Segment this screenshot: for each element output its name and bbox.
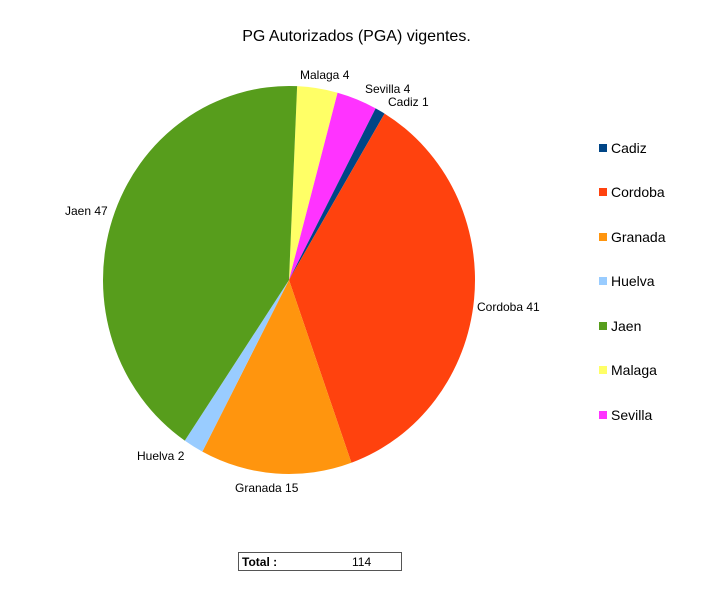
- total-label: Total :: [242, 555, 278, 569]
- total-box: Total : 114: [238, 552, 402, 571]
- data-label-jaen: Jaen 47: [65, 204, 108, 218]
- pie-slice-cordoba: [289, 113, 475, 463]
- data-label-sevilla: Sevilla 4: [365, 82, 411, 96]
- legend-swatch-icon: [599, 277, 607, 285]
- pie-slice-malaga: [289, 86, 338, 280]
- legend-swatch-icon: [599, 144, 607, 152]
- data-label-malaga: Malaga 4: [300, 68, 350, 82]
- legend-swatch-icon: [599, 233, 607, 241]
- pie-slice-cadiz: [289, 108, 385, 280]
- chart-title: PG Autorizados (PGA) vigentes.: [242, 28, 471, 45]
- pie-slices: [103, 86, 475, 474]
- legend-swatch-icon: [599, 366, 607, 374]
- data-label-huelva: Huelva 2: [137, 449, 185, 463]
- pie-slice-jaen: [103, 86, 298, 441]
- data-label-cordoba: Cordoba 41: [477, 300, 540, 314]
- pie-slice-granada: [202, 280, 352, 474]
- legend-swatch-icon: [599, 411, 607, 419]
- total-value: 114: [352, 555, 372, 569]
- legend-swatch-icon: [599, 188, 607, 196]
- pie-slice-huelva: [184, 280, 289, 452]
- legend-swatch-icon: [599, 322, 607, 330]
- data-label-cadiz: Cadiz 1: [388, 95, 429, 109]
- pie-slice-sevilla: [289, 92, 376, 280]
- data-label-granada: Granada 15: [235, 481, 299, 495]
